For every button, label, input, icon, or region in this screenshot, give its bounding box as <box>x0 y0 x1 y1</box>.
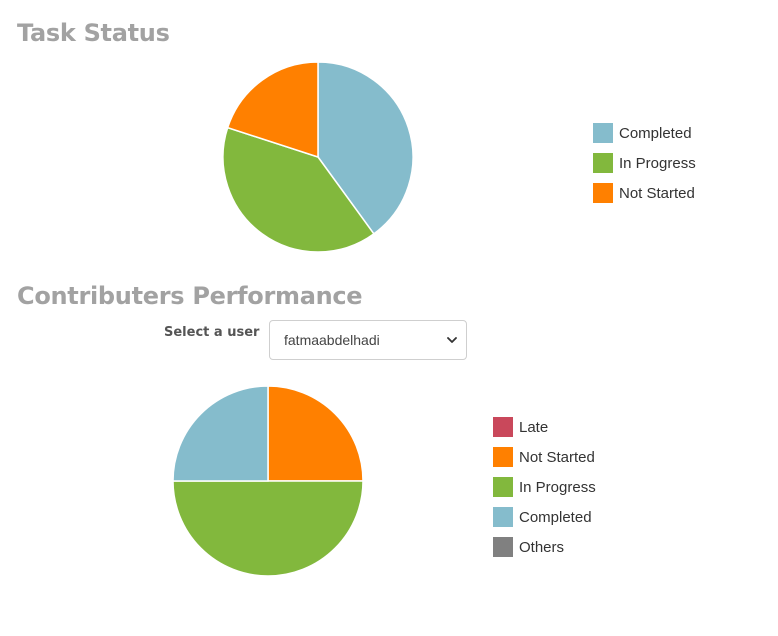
select-user-label: Select a user <box>164 325 260 340</box>
legend-swatch <box>493 507 513 527</box>
legend-label: Others <box>519 538 565 556</box>
legend-item-completed: Completed <box>493 502 596 532</box>
legend-label: Completed <box>619 124 692 142</box>
legend-item-not-started: Not Started <box>593 178 696 208</box>
legend-label: In Progress <box>519 478 596 496</box>
contributors-title: Contributers Performance <box>17 282 363 310</box>
legend-item-in-progress: In Progress <box>593 148 696 178</box>
pie-slice-completed <box>317 61 414 235</box>
pie-slice-completed <box>172 385 269 482</box>
task-status-legend: Completed In Progress Not Started <box>593 118 696 208</box>
task-status-pie-chart <box>222 61 414 253</box>
pie-slice-in-progress <box>172 480 364 577</box>
legend-item-in-progress: In Progress <box>493 472 596 502</box>
legend-label: Not Started <box>519 448 595 466</box>
legend-swatch <box>593 183 613 203</box>
pie-slice-not-started <box>226 61 319 159</box>
legend-swatch <box>593 123 613 143</box>
legend-swatch <box>493 477 513 497</box>
legend-swatch <box>493 417 513 437</box>
user-select[interactable]: fatmaabdelhadi <box>269 320 467 360</box>
legend-swatch <box>493 447 513 467</box>
legend-label: Late <box>519 418 549 436</box>
legend-item-completed: Completed <box>593 118 696 148</box>
legend-label: Not Started <box>619 184 695 202</box>
pie-slice-not-started <box>267 385 364 482</box>
user-select-value: fatmaabdelhadi <box>284 332 380 348</box>
pie-slice-in-progress <box>222 126 375 253</box>
legend-swatch <box>593 153 613 173</box>
chevron-down-icon <box>447 337 457 343</box>
contributors-legend: Late Not Started In Progress Completed Other… <box>493 412 596 562</box>
legend-item-others: Others <box>493 532 596 562</box>
legend-label: Completed <box>519 508 592 526</box>
legend-item-late: Late <box>493 412 596 442</box>
legend-label: In Progress <box>619 154 696 172</box>
task-status-title: Task Status <box>17 19 170 47</box>
legend-item-not-started: Not Started <box>493 442 596 472</box>
contributors-pie-chart <box>172 385 364 577</box>
legend-swatch <box>493 537 513 557</box>
